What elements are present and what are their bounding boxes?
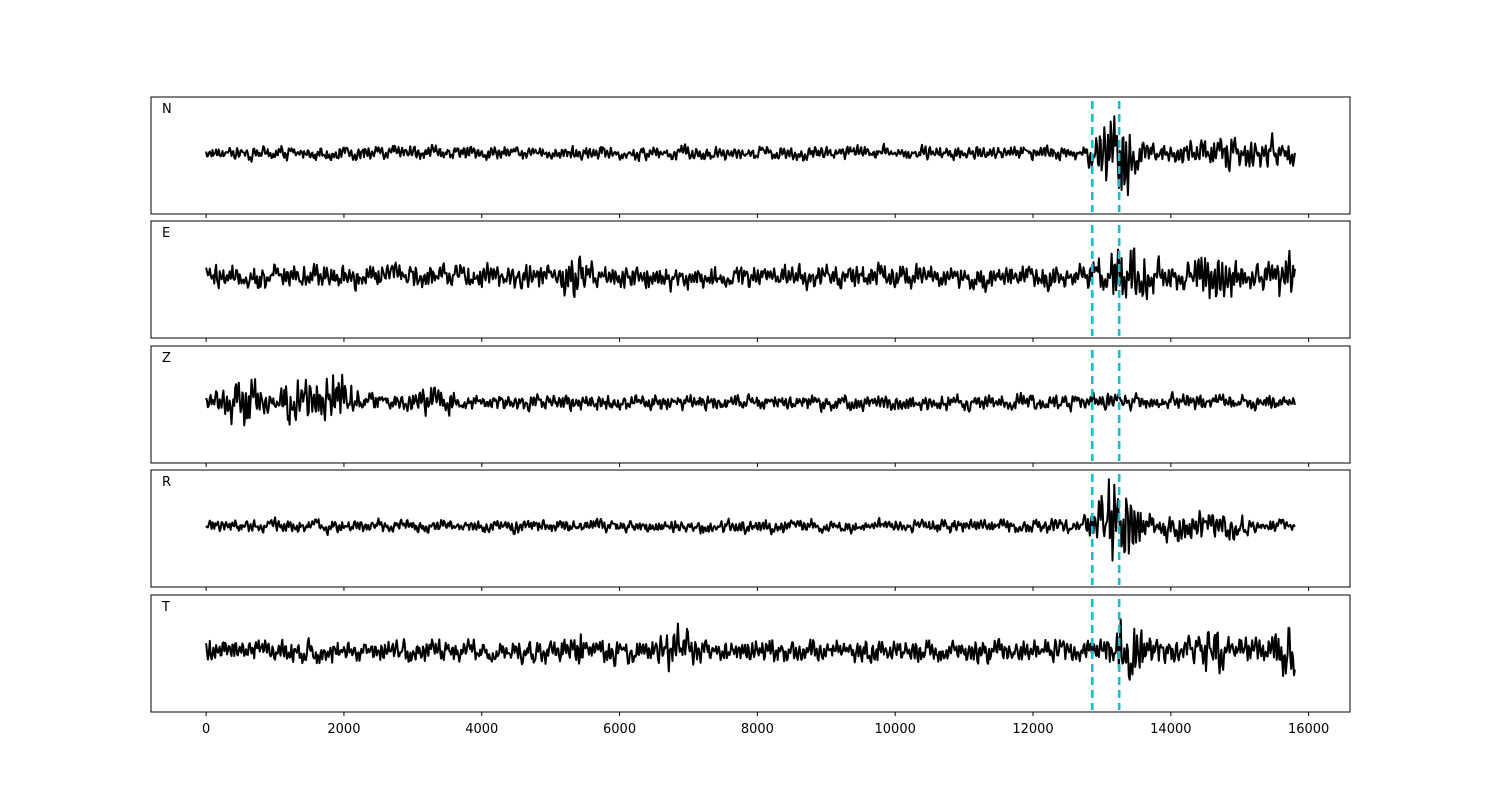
channel-label: R <box>162 475 171 490</box>
x-tick-label: 12000 <box>1012 722 1053 737</box>
x-tick-label: 8000 <box>741 722 774 737</box>
channel-label: E <box>162 226 170 241</box>
panel-e: E <box>150 220 1351 342</box>
channel-label: Z <box>162 351 171 366</box>
channel-label: T <box>161 600 170 615</box>
panel-r: R <box>150 469 1351 591</box>
panel-frame <box>150 345 1351 464</box>
panel-frame <box>150 220 1351 339</box>
trace-z <box>205 373 1296 427</box>
x-axis: 0 2000 4000 6000 8000 10000 12000 14000 16000 <box>202 722 1329 737</box>
x-tick-label: 4000 <box>465 722 498 737</box>
x-tick-label: 16000 <box>1288 722 1329 737</box>
panel-n: N <box>150 96 1351 218</box>
panel-frame <box>150 96 1351 215</box>
channel-label: N <box>162 102 172 117</box>
panel-frame <box>150 469 1351 588</box>
trace-t <box>205 618 1296 681</box>
trace-e <box>205 247 1296 301</box>
x-tick-label: 2000 <box>327 722 360 737</box>
panel-t: T <box>150 594 1351 716</box>
x-tick-label: 10000 <box>875 722 916 737</box>
trace-r <box>205 478 1296 562</box>
panel-frame <box>150 594 1351 713</box>
x-tick-label: 6000 <box>603 722 636 737</box>
panels-group: N E Z R T <box>150 96 1351 716</box>
trace-n <box>205 115 1296 197</box>
panel-z: Z <box>150 345 1351 467</box>
x-tick-label: 0 <box>202 722 210 737</box>
x-tick-label: 14000 <box>1150 722 1191 737</box>
